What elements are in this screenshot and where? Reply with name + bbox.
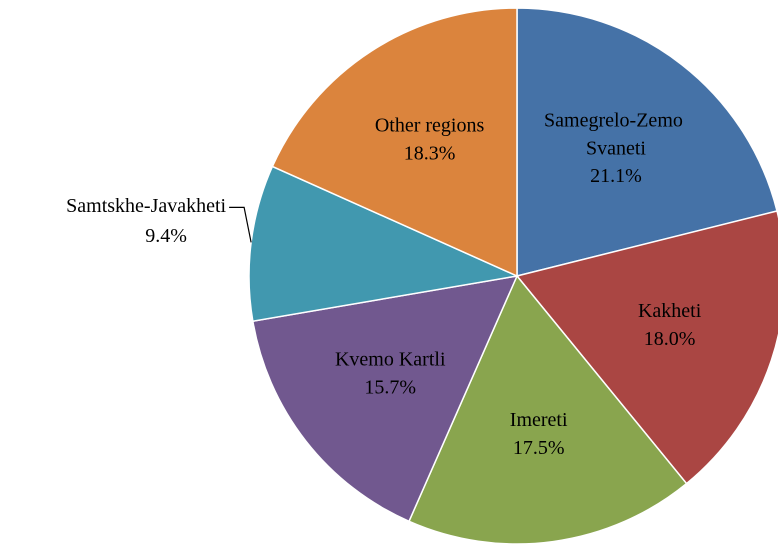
slice-label: Kakheti	[638, 300, 702, 322]
leader-line	[229, 206, 252, 243]
slice-value-label: 18.0%	[644, 328, 696, 350]
pie-slice	[271, 7, 518, 278]
pie-slice	[251, 275, 519, 523]
slice-value-label: 17.5%	[513, 437, 565, 459]
slice-label: Imereti	[510, 409, 568, 431]
pie-slice	[515, 210, 778, 485]
slice-value-label: 18.3%	[404, 143, 456, 165]
slice-value-label: 15.7%	[364, 377, 416, 399]
slice-value-label: 9.4%	[145, 225, 187, 247]
pie-slice	[408, 274, 688, 544]
slice-label: Other regions	[375, 115, 485, 137]
slice-value-label: 21.1%	[590, 165, 642, 187]
slice-label: Kvemo Kartli	[335, 349, 446, 371]
slice-label: Samtskhe-Javakheti	[66, 195, 226, 217]
slice-label: Samegrelo-Zemo Svaneti	[544, 109, 688, 159]
pie-slice	[516, 7, 778, 277]
